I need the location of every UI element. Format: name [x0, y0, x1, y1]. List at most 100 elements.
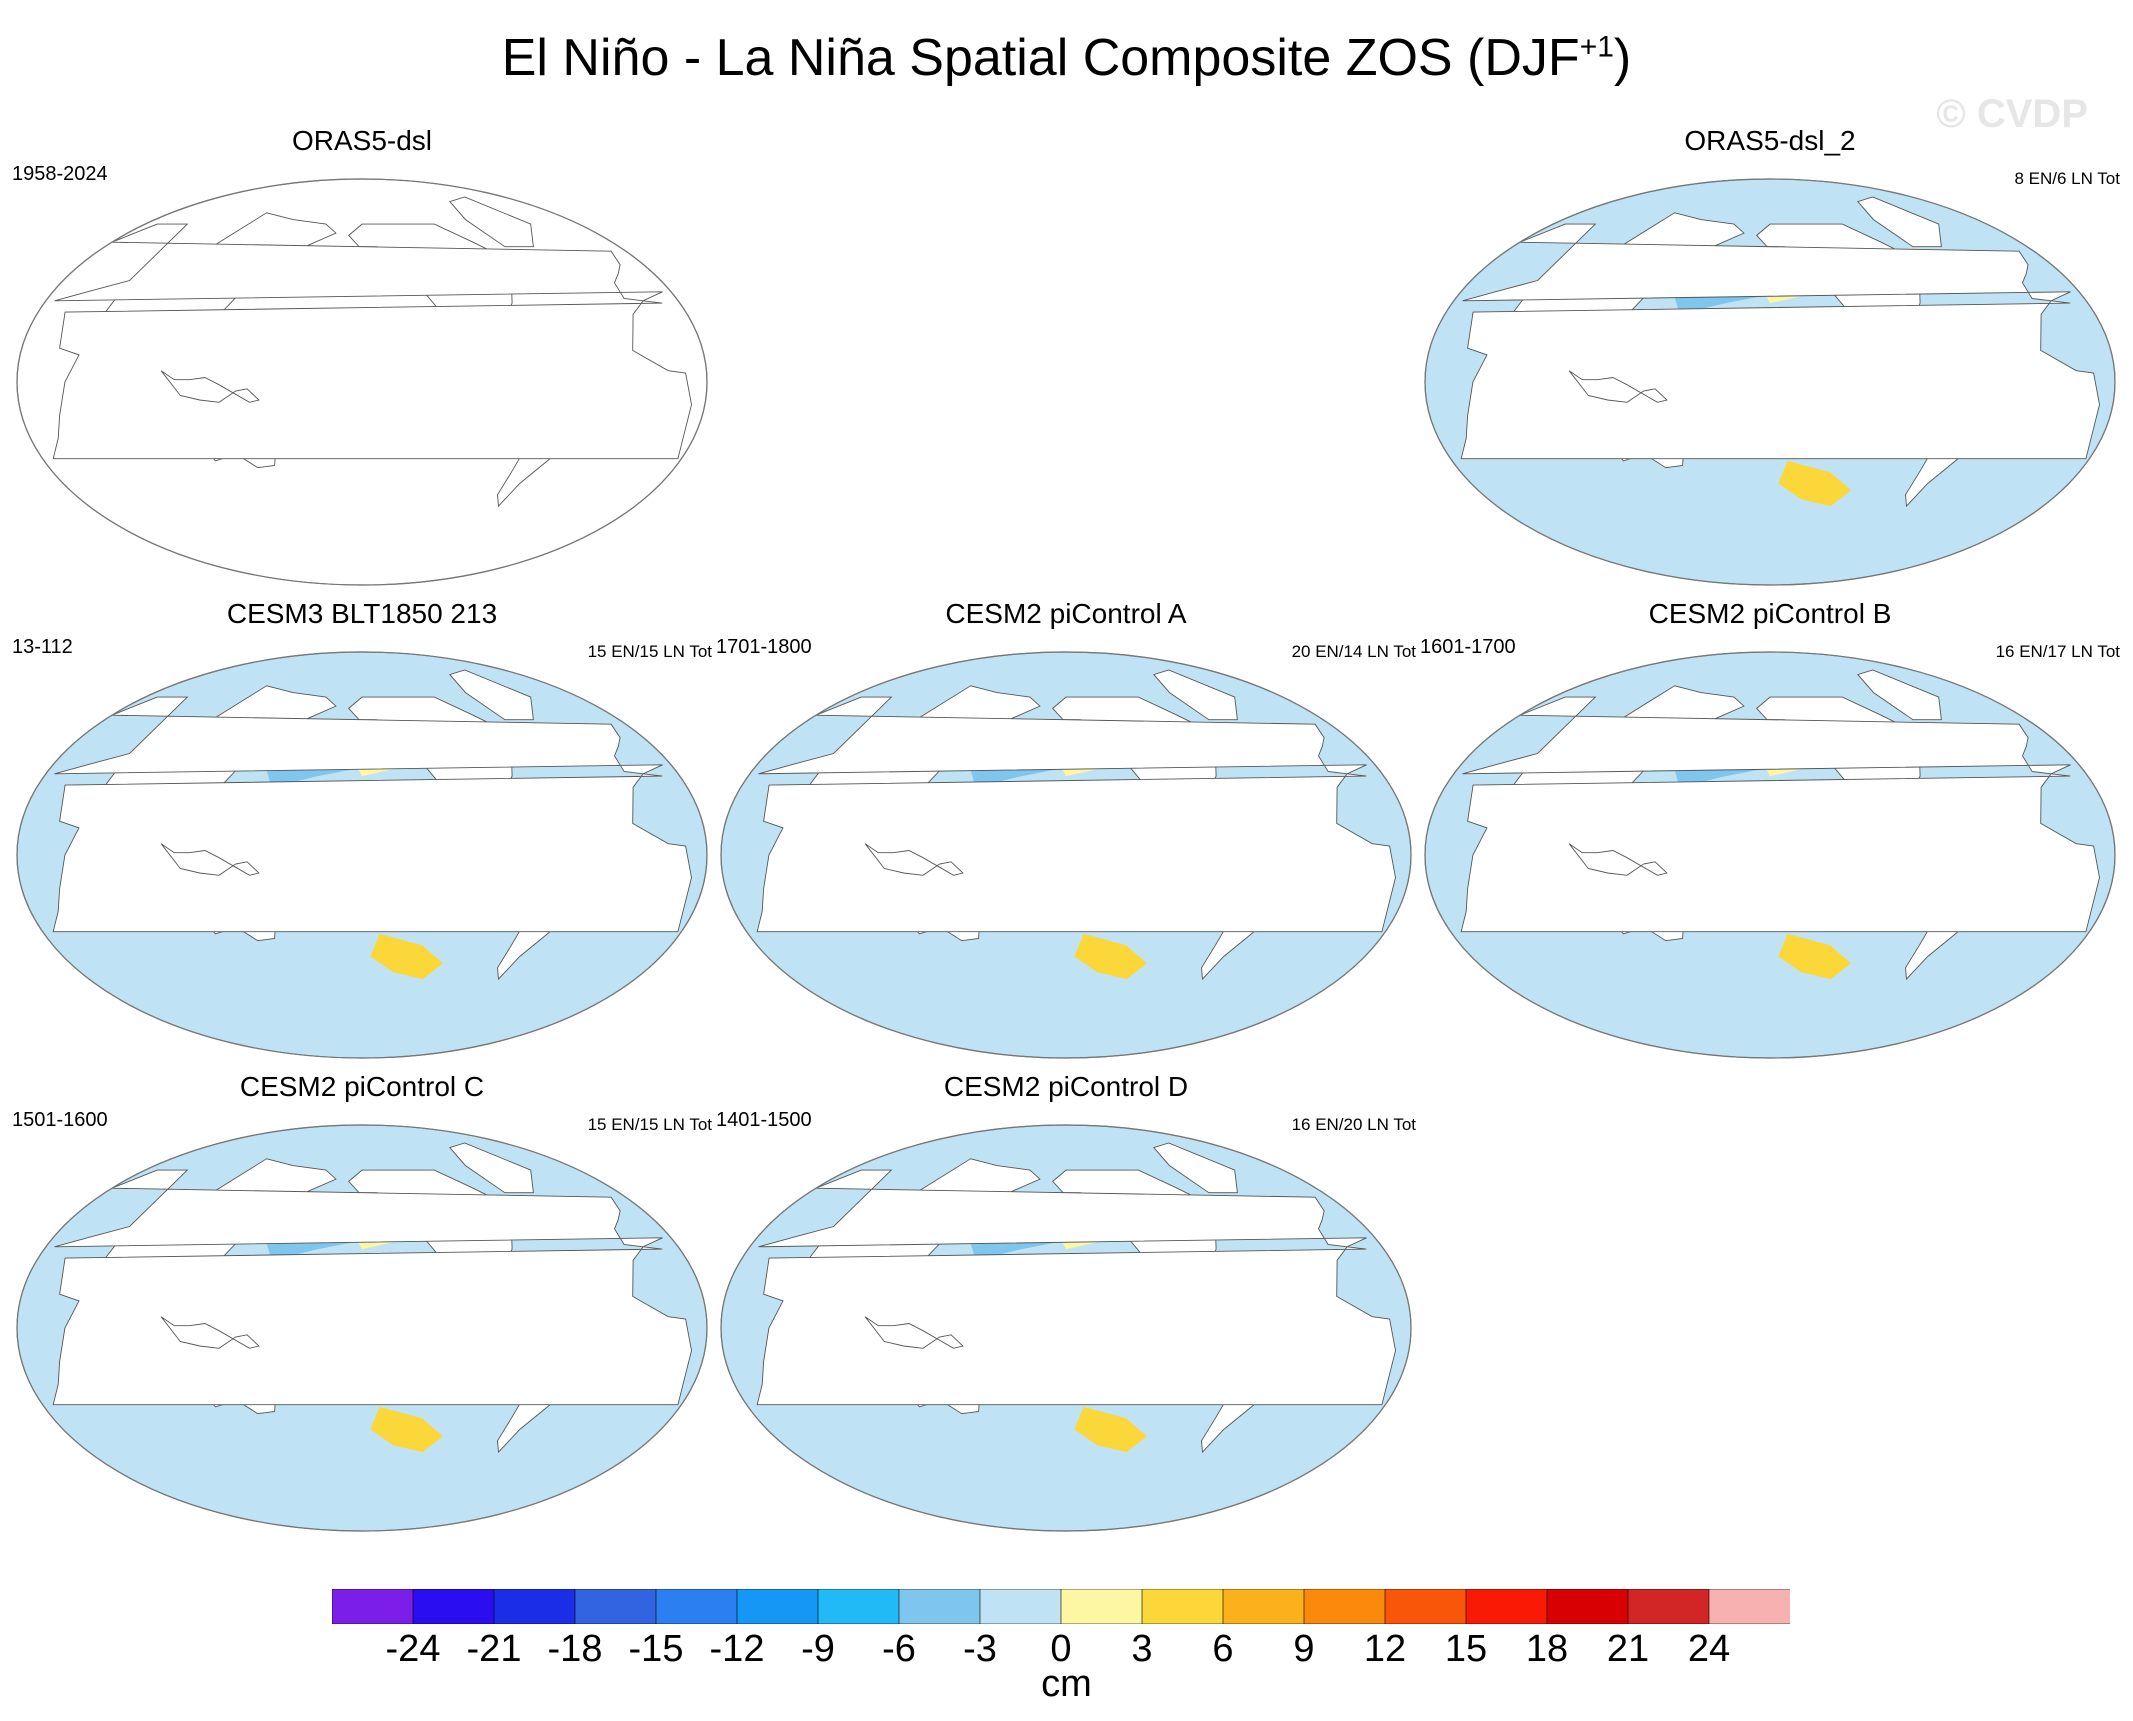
- colorbar-swatch: [412, 1589, 495, 1624]
- colorbar-tick-label: 3: [1131, 1628, 1153, 1670]
- panel-cesm2-picontrol-a: CESM2 piControl A 1701-1800 20 EN/14 LN …: [716, 598, 1416, 1063]
- land-greenland: [449, 196, 534, 248]
- colorbar-tick-label: -24: [385, 1628, 441, 1670]
- colorbar-swatch: [1627, 1589, 1710, 1624]
- colorbar-tick-label: 0: [1050, 1628, 1072, 1670]
- anomaly-south-pacific-warm: [1778, 460, 1852, 507]
- map-border: [16, 651, 708, 1059]
- event-counts: 15 EN/15 LN Tot: [587, 1115, 712, 1134]
- land-indonesia: [160, 1316, 260, 1349]
- map-border: [720, 1124, 1412, 1532]
- panel-title: ORAS5-dsl: [291, 125, 433, 156]
- map-content: [19, 1142, 692, 1464]
- map-border: [720, 651, 1412, 1059]
- anomaly-south-pacific-warm: [1778, 933, 1852, 980]
- anomaly-south-pacific-warm: [370, 933, 444, 980]
- panel-cesm2-picontrol-d: CESM2 piControl D 1401-1500 16 EN/20 LN …: [716, 1071, 1416, 1536]
- colorbar-swatch: [1384, 1589, 1467, 1624]
- figure-title: El Niño - La Niña Spatial Composite ZOS …: [501, 29, 1632, 87]
- land-europe: [758, 1169, 1367, 1248]
- anomaly-south-pacific-warm: [1074, 1406, 1148, 1453]
- colorbar-tick-label: -9: [801, 1628, 835, 1670]
- map-plot: [720, 651, 1412, 1059]
- colorbar-swatch: [898, 1589, 981, 1624]
- colorbar-swatch: [736, 1589, 819, 1624]
- panel-oras5-dsl: ORAS5-dsl 1958-2024: [12, 125, 712, 590]
- land-indonesia: [160, 370, 260, 403]
- colorbar-tick-label: -18: [547, 1628, 603, 1670]
- land-europe: [54, 223, 663, 302]
- panel-title: CESM2 piControl A: [945, 598, 1187, 629]
- colorbar-swatches: [332, 1589, 1790, 1624]
- map-content: [52, 196, 692, 508]
- land-indonesia: [864, 843, 964, 876]
- panel-cesm2-picontrol-b: CESM2 piControl B 1601-1700 16 EN/17 LN …: [1420, 598, 2120, 1063]
- colorbar-tick-label: -3: [963, 1628, 997, 1670]
- land-greenland: [1153, 1142, 1238, 1194]
- colorbar-tick-label: 18: [1525, 1628, 1569, 1670]
- colorbar-swatch: [574, 1589, 657, 1624]
- map-plot: [16, 178, 708, 586]
- colorbar-units: cm: [1041, 1663, 1092, 1705]
- colorbar-swatch: [979, 1589, 1062, 1624]
- colorbar-tick-label: -21: [466, 1628, 522, 1670]
- event-counts: 15 EN/15 LN Tot: [587, 642, 712, 661]
- colorbar-swatch: [1708, 1589, 1790, 1624]
- land-africa: [756, 773, 1396, 933]
- colorbar-swatch: [1303, 1589, 1386, 1624]
- land-greenland: [1153, 669, 1238, 721]
- colorbar-tick-label: -15: [628, 1628, 684, 1670]
- colorbar-tick-label: 21: [1606, 1628, 1650, 1670]
- colorbar: [332, 1589, 1790, 1624]
- event-counts: 16 EN/17 LN Tot: [1995, 642, 2120, 661]
- event-counts: 20 EN/14 LN Tot: [1291, 642, 1416, 661]
- watermark: © CVDP: [1936, 92, 2088, 136]
- land-europe: [54, 1169, 663, 1248]
- event-counts: 8 EN/6 LN Tot: [2014, 169, 2120, 188]
- land-greenland: [1857, 669, 1942, 721]
- colorbar-swatch: [817, 1589, 900, 1624]
- colorbar-tick-label: 9: [1293, 1628, 1315, 1670]
- period-label: 1501-1600: [12, 1109, 108, 1131]
- panel-title: CESM3 BLT1850 213: [226, 598, 498, 629]
- colorbar-tick-label: 6: [1212, 1628, 1234, 1670]
- map-content: [723, 669, 1396, 991]
- land-africa: [52, 300, 692, 460]
- panel-oras5-dsl-2: ORAS5-dsl_2 8 EN/6 LN Tot: [1420, 125, 2120, 590]
- panel-title: CESM2 piControl C: [239, 1071, 485, 1102]
- colorbar-tick-label: -6: [882, 1628, 916, 1670]
- panel-title: CESM2 piControl B: [1648, 598, 1892, 629]
- map-border: [16, 178, 708, 586]
- map-content: [723, 1142, 1396, 1464]
- map-content: [19, 669, 692, 991]
- land-indonesia: [864, 1316, 964, 1349]
- colorbar-swatch: [1465, 1589, 1548, 1624]
- colorbar-tick-label: 15: [1444, 1628, 1488, 1670]
- map-plot: [16, 651, 708, 1059]
- land-europe: [758, 696, 1367, 775]
- land-africa: [52, 1246, 692, 1406]
- colorbar-swatch: [493, 1589, 576, 1624]
- land-europe: [1462, 223, 2071, 302]
- land-europe: [54, 696, 663, 775]
- map-plot: [16, 1124, 708, 1532]
- map-border: [1424, 651, 2116, 1059]
- map-border: [16, 1124, 708, 1532]
- map-content: [1427, 196, 2100, 518]
- land-africa: [52, 773, 692, 933]
- period-label: 1601-1700: [1420, 636, 1516, 658]
- colorbar-swatch: [1222, 1589, 1305, 1624]
- panel-cesm2-picontrol-c: CESM2 piControl C 1501-1600 15 EN/15 LN …: [12, 1071, 712, 1536]
- colorbar-swatch: [1141, 1589, 1224, 1624]
- map-plot: [1424, 651, 2116, 1059]
- map-plot: [720, 1124, 1412, 1532]
- period-label: 1401-1500: [716, 1109, 812, 1131]
- colorbar-swatch: [1546, 1589, 1629, 1624]
- period-label: 1701-1800: [716, 636, 812, 658]
- period-label: 13-112: [12, 636, 73, 658]
- anomaly-south-pacific-warm: [370, 1406, 444, 1453]
- colorbar-tick-label: 12: [1363, 1628, 1407, 1670]
- land-greenland: [1857, 196, 1942, 248]
- map-border: [1424, 178, 2116, 586]
- land-indonesia: [160, 843, 260, 876]
